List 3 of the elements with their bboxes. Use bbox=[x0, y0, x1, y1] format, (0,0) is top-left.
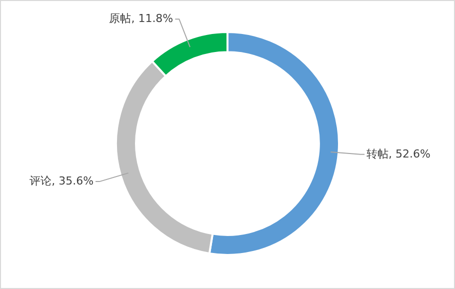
slice-label: 转帖, 52.6% bbox=[366, 147, 430, 160]
slice-label: 评论, 35.6% bbox=[30, 174, 94, 188]
slice-label: 原帖, 11.8% bbox=[109, 12, 174, 25]
